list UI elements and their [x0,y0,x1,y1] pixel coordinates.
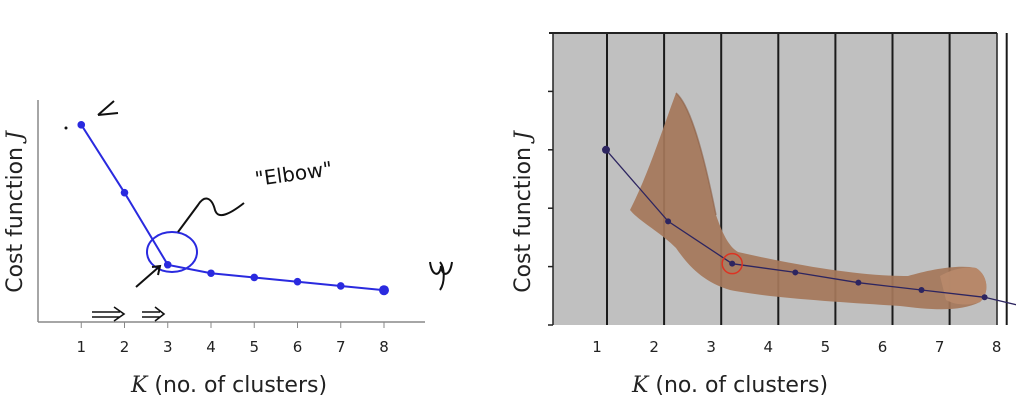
left-x-tick-label: 6 [293,338,303,356]
elbow-circle [146,231,198,273]
right-x-tick-label: 5 [821,338,831,356]
right-data-point [665,218,672,225]
double-arrow-1 [92,306,126,322]
left-data-point [163,260,172,269]
right-x-tick-label: 8 [992,338,1002,356]
left-x-tick-label: 8 [379,338,389,356]
right-x-tick-label: 6 [878,338,888,356]
right-x-tick-labels: 1 2 3 4 5 6 7 8 [592,338,1001,356]
left-x-tick-label: 2 [120,338,130,356]
right-x-tick-label: 1 [592,338,602,356]
start-arrow-annotation [97,100,119,116]
stray-dot [64,126,68,130]
left-data-point [293,277,302,286]
left-data-point [207,269,215,278]
right-y-axis-label: Cost function J [511,130,536,293]
right-data-point [981,294,988,301]
right-x-tick-label: 4 [764,338,774,356]
right-series-points [602,145,988,301]
left-x-tick-label: 5 [249,338,259,356]
elbow-marker [721,252,743,275]
double-arrow-2 [142,306,166,322]
lower-arrow [135,264,162,288]
left-x-tick-label: 3 [163,338,173,356]
left-x-tick-label: 1 [76,338,86,356]
right-chart: 1 2 3 4 5 6 7 8 Cost function J K (no. of clust… [511,32,1016,398]
elbow-annotation-text: "Elbow" [253,156,333,191]
right-data-point [792,269,799,276]
left-x-tick-labels: 1 2 3 4 5 6 7 8 [76,338,388,356]
left-x-tick-label: 7 [336,338,346,356]
right-x-tick-label: 3 [706,338,716,356]
left-data-point [77,121,86,129]
right-x-tick-label: 7 [935,338,945,356]
right-x-tick-label: 2 [649,338,659,356]
right-y-ticks [548,90,553,326]
left-chart: 1 2 3 4 5 6 7 8 "Elbow" Cost function J K (no. … [3,100,453,398]
left-data-point [336,282,345,290]
right-data-point [729,260,736,267]
left-series-line [80,124,385,292]
elbow-pointer-stroke [177,197,245,233]
right-series-line [605,149,1016,306]
left-data-point [379,285,389,296]
right-data-point [855,279,862,286]
left-data-point [250,273,259,282]
scribble-mark [429,261,453,291]
left-x-axis-label: K (no. of clusters) [130,373,327,398]
right-data-point [918,286,925,293]
left-data-point [120,188,129,197]
left-x-ticks [80,322,385,328]
right-data-point [602,145,610,154]
left-series-points [77,121,389,296]
left-y-axis-label: Cost function J [3,130,28,293]
left-x-tick-label: 4 [206,338,216,356]
right-x-axis-label: K (no. of clusters) [631,373,828,398]
